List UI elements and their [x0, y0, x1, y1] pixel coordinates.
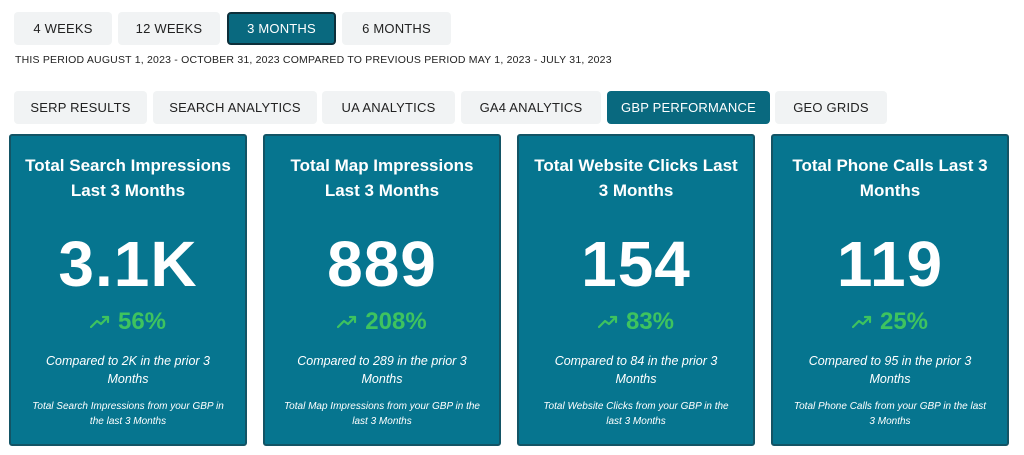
range-12-weeks-button[interactable]: 12 WEEKS [118, 12, 220, 45]
tab-ua-analytics[interactable]: UA ANALYTICS [322, 91, 455, 124]
card-value: 3.1K [58, 228, 198, 300]
range-3-months-button[interactable]: 3 MONTHS [227, 12, 336, 45]
tab-gbp-performance[interactable]: GBP PERFORMANCE [607, 91, 770, 124]
card-compare-text: Compared to 2K in the prior 3 Months [46, 354, 210, 386]
map-impressions-card: Total Map Impressions Last 3 Months 889 … [263, 134, 501, 446]
card-note: Total Search Impressions from your GBP i… [32, 401, 224, 427]
change-percent: 83% [625, 308, 675, 335]
trending-up-icon [337, 315, 357, 329]
card-compare-text: Compared to 84 in the prior 3 Months [554, 354, 718, 386]
card-note: Total Map Impressions from your GBP in t… [283, 401, 480, 427]
card-note: Total Website Clicks from your GBP in th… [543, 401, 729, 427]
card-compare-text: Compared to 95 in the prior 3 Months [808, 354, 972, 386]
tab-search-analytics[interactable]: SEARCH ANALYTICS [153, 91, 317, 124]
phone-calls-card: Total Phone Calls Last 3 Months 119 25% … [771, 134, 1009, 446]
card-title: Total Map Impressions Last 3 Months [290, 156, 474, 200]
change-percent: 56% [117, 308, 167, 335]
search-impressions-card: Total Search Impressions Last 3 Months 3… [9, 134, 247, 446]
change-percent: 208% [365, 308, 427, 335]
card-value: 154 [581, 228, 691, 300]
change-percent: 25% [879, 308, 929, 335]
card-value: 889 [327, 228, 437, 300]
website-clicks-card: Total Website Clicks Last 3 Months 154 8… [517, 134, 755, 446]
card-change: 25% [773, 308, 1007, 336]
card-title: Total Search Impressions Last 3 Months [25, 156, 231, 200]
trending-up-icon [851, 315, 872, 329]
card-title: Total Phone Calls Last 3 Months [792, 156, 988, 200]
card-value: 119 [836, 228, 944, 300]
trending-up-icon [89, 315, 110, 329]
range-6-months-button[interactable]: 6 MONTHS [342, 12, 451, 45]
range-4-weeks-button[interactable]: 4 WEEKS [14, 12, 112, 45]
card-note: Total Phone Calls from your GBP in the l… [793, 401, 987, 427]
card-compare-text: Compared to 289 in the prior 3 Months [297, 354, 467, 386]
tab-ga4-analytics[interactable]: GA4 ANALYTICS [461, 91, 601, 124]
trending-up-icon [597, 315, 618, 329]
card-change: 208% [265, 308, 499, 336]
tab-geo-grids[interactable]: GEO GRIDS [775, 91, 887, 124]
period-description: THIS PERIOD AUGUST 1, 2023 - OCTOBER 31,… [15, 54, 612, 66]
card-title: Total Website Clicks Last 3 Months [534, 156, 738, 200]
tab-serp-results[interactable]: SERP RESULTS [14, 91, 147, 124]
card-change: 56% [11, 308, 245, 336]
card-change: 83% [519, 308, 753, 336]
